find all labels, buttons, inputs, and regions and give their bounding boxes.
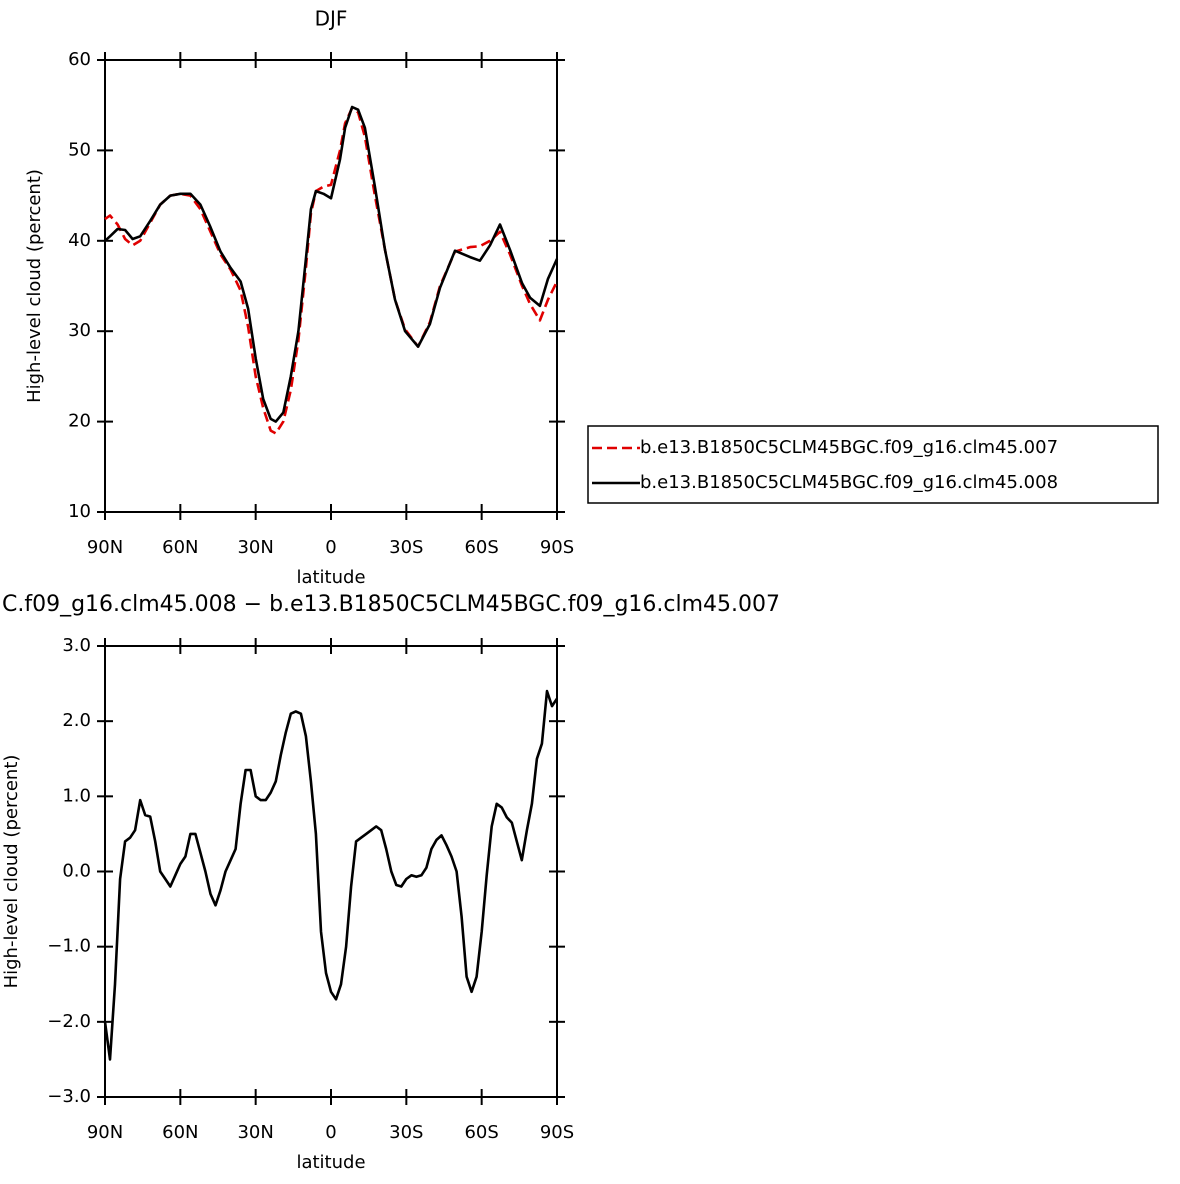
y-tick-label: −3.0 (47, 1086, 91, 1107)
x-tick-label: 30N (237, 537, 273, 558)
y-tick-label: 60 (68, 49, 91, 70)
x-tick-label: 30S (389, 1122, 423, 1143)
y-tick-label: 2.0 (62, 710, 91, 731)
x-tick-label: 90N (87, 1122, 123, 1143)
y-axis-label: High-level cloud (percent) (1, 755, 22, 989)
y-tick-label: 10 (68, 501, 91, 522)
x-tick-label: 90N (87, 537, 123, 558)
y-tick-label: 20 (68, 411, 91, 432)
y-tick-label: 3.0 (62, 635, 91, 656)
y-tick-label: 50 (68, 139, 91, 160)
data-line (103, 689, 559, 1061)
x-tick-label: 60S (464, 537, 498, 558)
x-tick-label: 60N (162, 537, 198, 558)
y-tick-label: 0.0 (62, 861, 91, 882)
y-tick-label: 30 (68, 320, 91, 341)
y-tick-label: −2.0 (47, 1011, 91, 1032)
x-tick-label: 0 (325, 537, 336, 558)
x-tick-label: 60S (464, 1122, 498, 1143)
y-tick-label: −1.0 (47, 936, 91, 957)
chart-title: DJF (315, 7, 348, 31)
y-tick-label: 1.0 (62, 785, 91, 806)
x-axis-label: latitude (296, 1152, 365, 1173)
data-line (104, 106, 559, 435)
chart-title: C.f09_g16.clm45.008 − b.e13.B1850C5CLM45… (2, 592, 780, 617)
x-tick-label: 60N (162, 1122, 198, 1143)
x-tick-label: 30N (237, 1122, 273, 1143)
x-tick-label: 90S (540, 537, 574, 558)
plot-frame (104, 59, 558, 513)
y-tick-label: 40 (68, 230, 91, 251)
x-tick-label: 30S (389, 537, 423, 558)
legend-label: b.e13.B1850C5CLM45BGC.f09_g16.clm45.008 (640, 472, 1058, 493)
data-line (104, 105, 559, 423)
x-tick-label: 90S (540, 1122, 574, 1143)
legend-label: b.e13.B1850C5CLM45BGC.f09_g16.clm45.007 (640, 437, 1058, 458)
x-tick-label: 0 (325, 1122, 336, 1143)
legend-box (587, 425, 1159, 504)
plot-frame (104, 645, 558, 1098)
x-axis-label: latitude (296, 567, 365, 588)
y-axis-label: High-level cloud (percent) (24, 169, 45, 403)
